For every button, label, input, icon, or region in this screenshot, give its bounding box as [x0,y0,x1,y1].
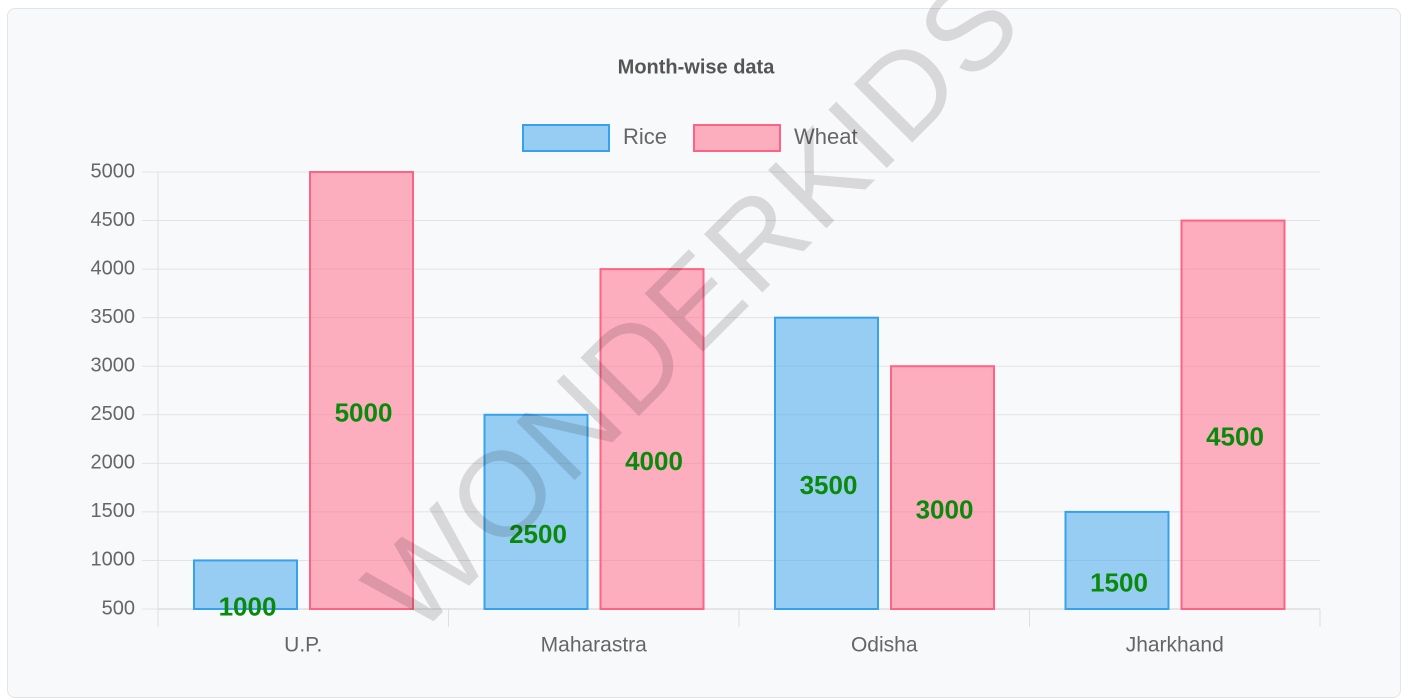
y-tick-label: 2500 [91,403,136,425]
bar [890,365,995,610]
x-tick-label: Odisha [851,634,918,657]
bar [1064,510,1170,610]
data-label: 4500 [1206,422,1264,452]
legend-label: Rice [623,124,667,149]
y-tick-label: 3000 [91,355,136,377]
y-tick-label: 1500 [91,500,136,522]
y-tick-label: 4000 [91,257,136,279]
y-tick-label: 3500 [91,306,136,328]
data-label: 3000 [916,494,974,524]
bar [193,559,298,611]
y-tick-label: 2000 [91,452,136,474]
data-label: 4000 [625,446,683,476]
bar [309,171,414,610]
bar [774,316,879,610]
data-label: 2500 [509,519,567,549]
x-tick-label: Jharkhand [1126,634,1224,657]
x-tick-label: U.P. [284,634,322,657]
data-label: 3500 [800,470,858,500]
y-tick-label: 1000 [91,549,136,571]
legend-label: Wheat [794,124,858,149]
legend-swatch [693,124,781,152]
bar [1180,219,1286,611]
chart-title: Month-wise data [618,56,776,78]
data-label: 1000 [219,592,277,622]
bar [599,268,705,610]
y-tick-label: 5000 [91,160,136,182]
legend-swatch [522,124,610,152]
data-label: 1500 [1090,567,1148,597]
bar [483,413,589,610]
x-tick-label: Maharastra [541,634,648,657]
y-tick-label: 4500 [91,209,136,231]
data-label: 5000 [335,397,393,427]
y-tick-label: 500 [102,597,135,619]
